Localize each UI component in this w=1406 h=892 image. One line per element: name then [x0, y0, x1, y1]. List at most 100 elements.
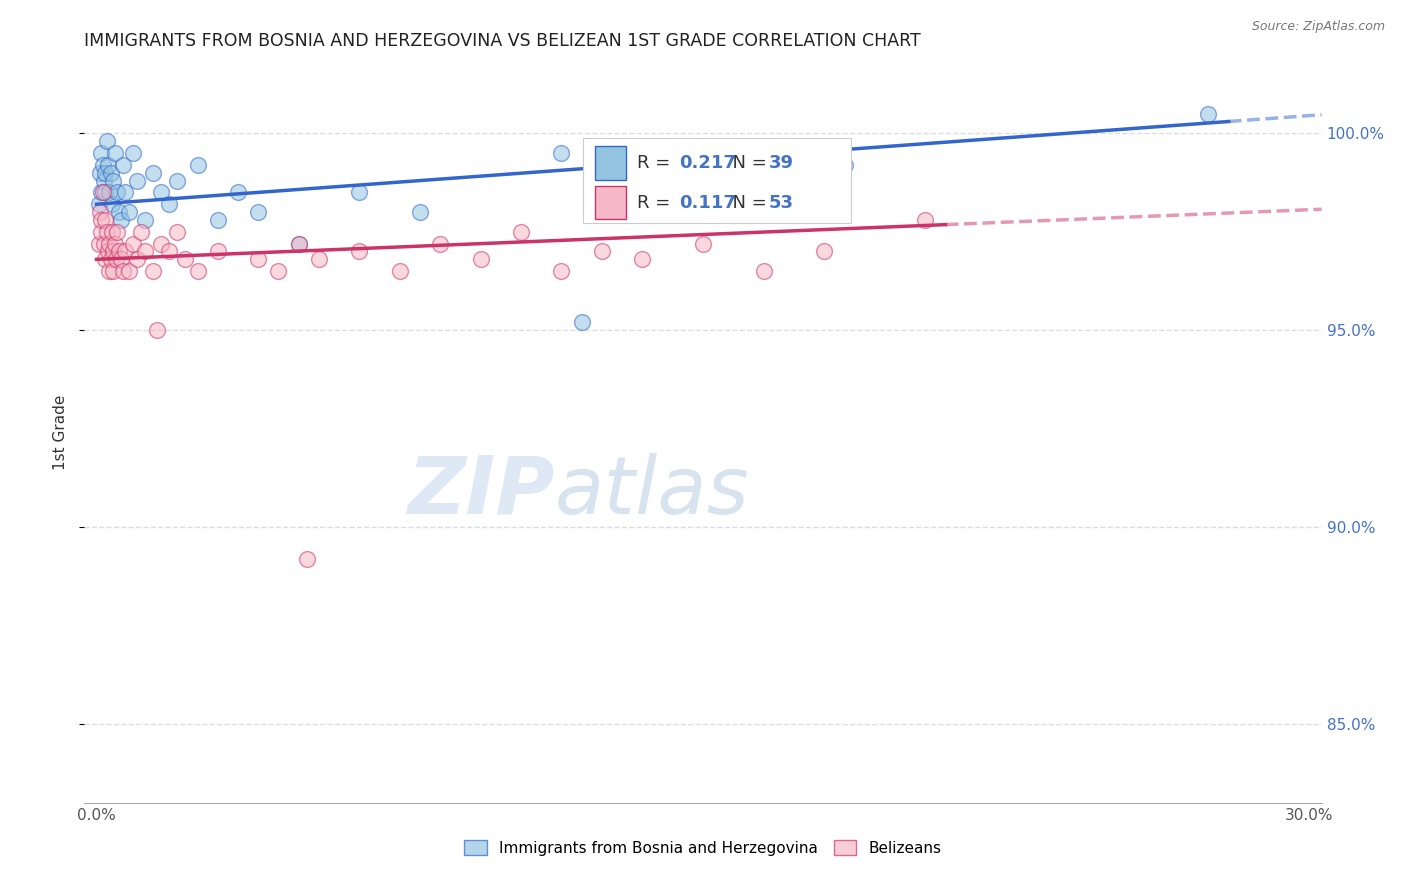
Text: Source: ZipAtlas.com: Source: ZipAtlas.com — [1251, 20, 1385, 33]
Point — [87, 197, 110, 211]
Text: 39: 39 — [769, 154, 794, 172]
Point — [591, 244, 613, 259]
Point — [550, 264, 572, 278]
Text: R =: R = — [637, 194, 676, 211]
Point — [295, 551, 318, 566]
Point — [91, 158, 114, 172]
Text: atlas: atlas — [554, 453, 749, 531]
Point — [110, 252, 132, 267]
Point — [571, 315, 593, 329]
Point — [752, 264, 775, 278]
Point — [122, 236, 145, 251]
Point — [207, 244, 229, 259]
Point — [97, 186, 120, 200]
Point — [308, 252, 330, 267]
Point — [114, 244, 136, 259]
Point — [101, 173, 124, 187]
Point — [125, 173, 148, 187]
Point — [94, 252, 117, 267]
Point — [101, 225, 124, 239]
Point — [834, 158, 856, 172]
Text: 0.117: 0.117 — [679, 194, 735, 211]
Point — [1197, 106, 1219, 120]
Point — [114, 186, 136, 200]
Point — [107, 205, 129, 219]
Point — [101, 244, 124, 259]
Point — [90, 225, 112, 239]
Point — [142, 264, 165, 278]
Point — [349, 186, 371, 200]
Point — [101, 197, 124, 211]
Point — [150, 186, 173, 200]
Point — [91, 186, 114, 200]
Point — [94, 186, 117, 200]
Y-axis label: 1st Grade: 1st Grade — [52, 395, 67, 470]
Point — [157, 244, 180, 259]
Point — [107, 244, 129, 259]
Point — [150, 236, 173, 251]
Point — [103, 264, 125, 278]
Text: 53: 53 — [769, 194, 794, 211]
Text: 0.217: 0.217 — [679, 154, 735, 172]
Point — [287, 236, 309, 251]
Point — [96, 134, 118, 148]
Point — [90, 213, 112, 227]
Point — [100, 166, 122, 180]
Point — [388, 264, 411, 278]
Point — [166, 173, 188, 187]
Point — [96, 225, 118, 239]
Point — [187, 264, 209, 278]
Point — [93, 173, 115, 187]
Point — [692, 236, 714, 251]
Point — [207, 213, 229, 227]
Point — [247, 252, 270, 267]
Point — [104, 146, 127, 161]
Point — [104, 236, 127, 251]
Point — [157, 197, 180, 211]
Point — [100, 252, 122, 267]
Point — [105, 225, 128, 239]
Point — [247, 205, 270, 219]
Point — [90, 186, 112, 200]
Point — [510, 225, 533, 239]
Point — [429, 236, 451, 251]
Point — [174, 252, 197, 267]
Point — [118, 264, 141, 278]
Text: ZIP: ZIP — [408, 453, 554, 531]
Point — [813, 244, 835, 259]
Point — [267, 264, 290, 278]
Point — [631, 252, 654, 267]
Point — [90, 146, 112, 161]
Point — [111, 264, 134, 278]
Point — [89, 205, 111, 219]
Legend: Immigrants from Bosnia and Herzegovina, Belizeans: Immigrants from Bosnia and Herzegovina, … — [458, 834, 948, 862]
Point — [142, 166, 165, 180]
Point — [349, 244, 371, 259]
Point — [87, 236, 110, 251]
Point — [93, 213, 115, 227]
Point — [914, 213, 936, 227]
Point — [146, 323, 169, 337]
Point — [110, 213, 132, 227]
Text: N =: N = — [721, 154, 773, 172]
Point — [187, 158, 209, 172]
Point — [93, 166, 115, 180]
Point — [89, 166, 111, 180]
Point — [97, 244, 120, 259]
Point — [550, 146, 572, 161]
Point — [125, 252, 148, 267]
Point — [226, 186, 249, 200]
Point — [122, 146, 145, 161]
Point — [287, 236, 309, 251]
Point — [97, 264, 120, 278]
Point — [93, 236, 115, 251]
Point — [118, 205, 141, 219]
Point — [111, 158, 134, 172]
Point — [104, 252, 127, 267]
Point — [134, 244, 156, 259]
Point — [409, 205, 432, 219]
Text: N =: N = — [721, 194, 773, 211]
Point — [129, 225, 152, 239]
Point — [166, 225, 188, 239]
Text: IMMIGRANTS FROM BOSNIA AND HERZEGOVINA VS BELIZEAN 1ST GRADE CORRELATION CHART: IMMIGRANTS FROM BOSNIA AND HERZEGOVINA V… — [84, 32, 921, 50]
